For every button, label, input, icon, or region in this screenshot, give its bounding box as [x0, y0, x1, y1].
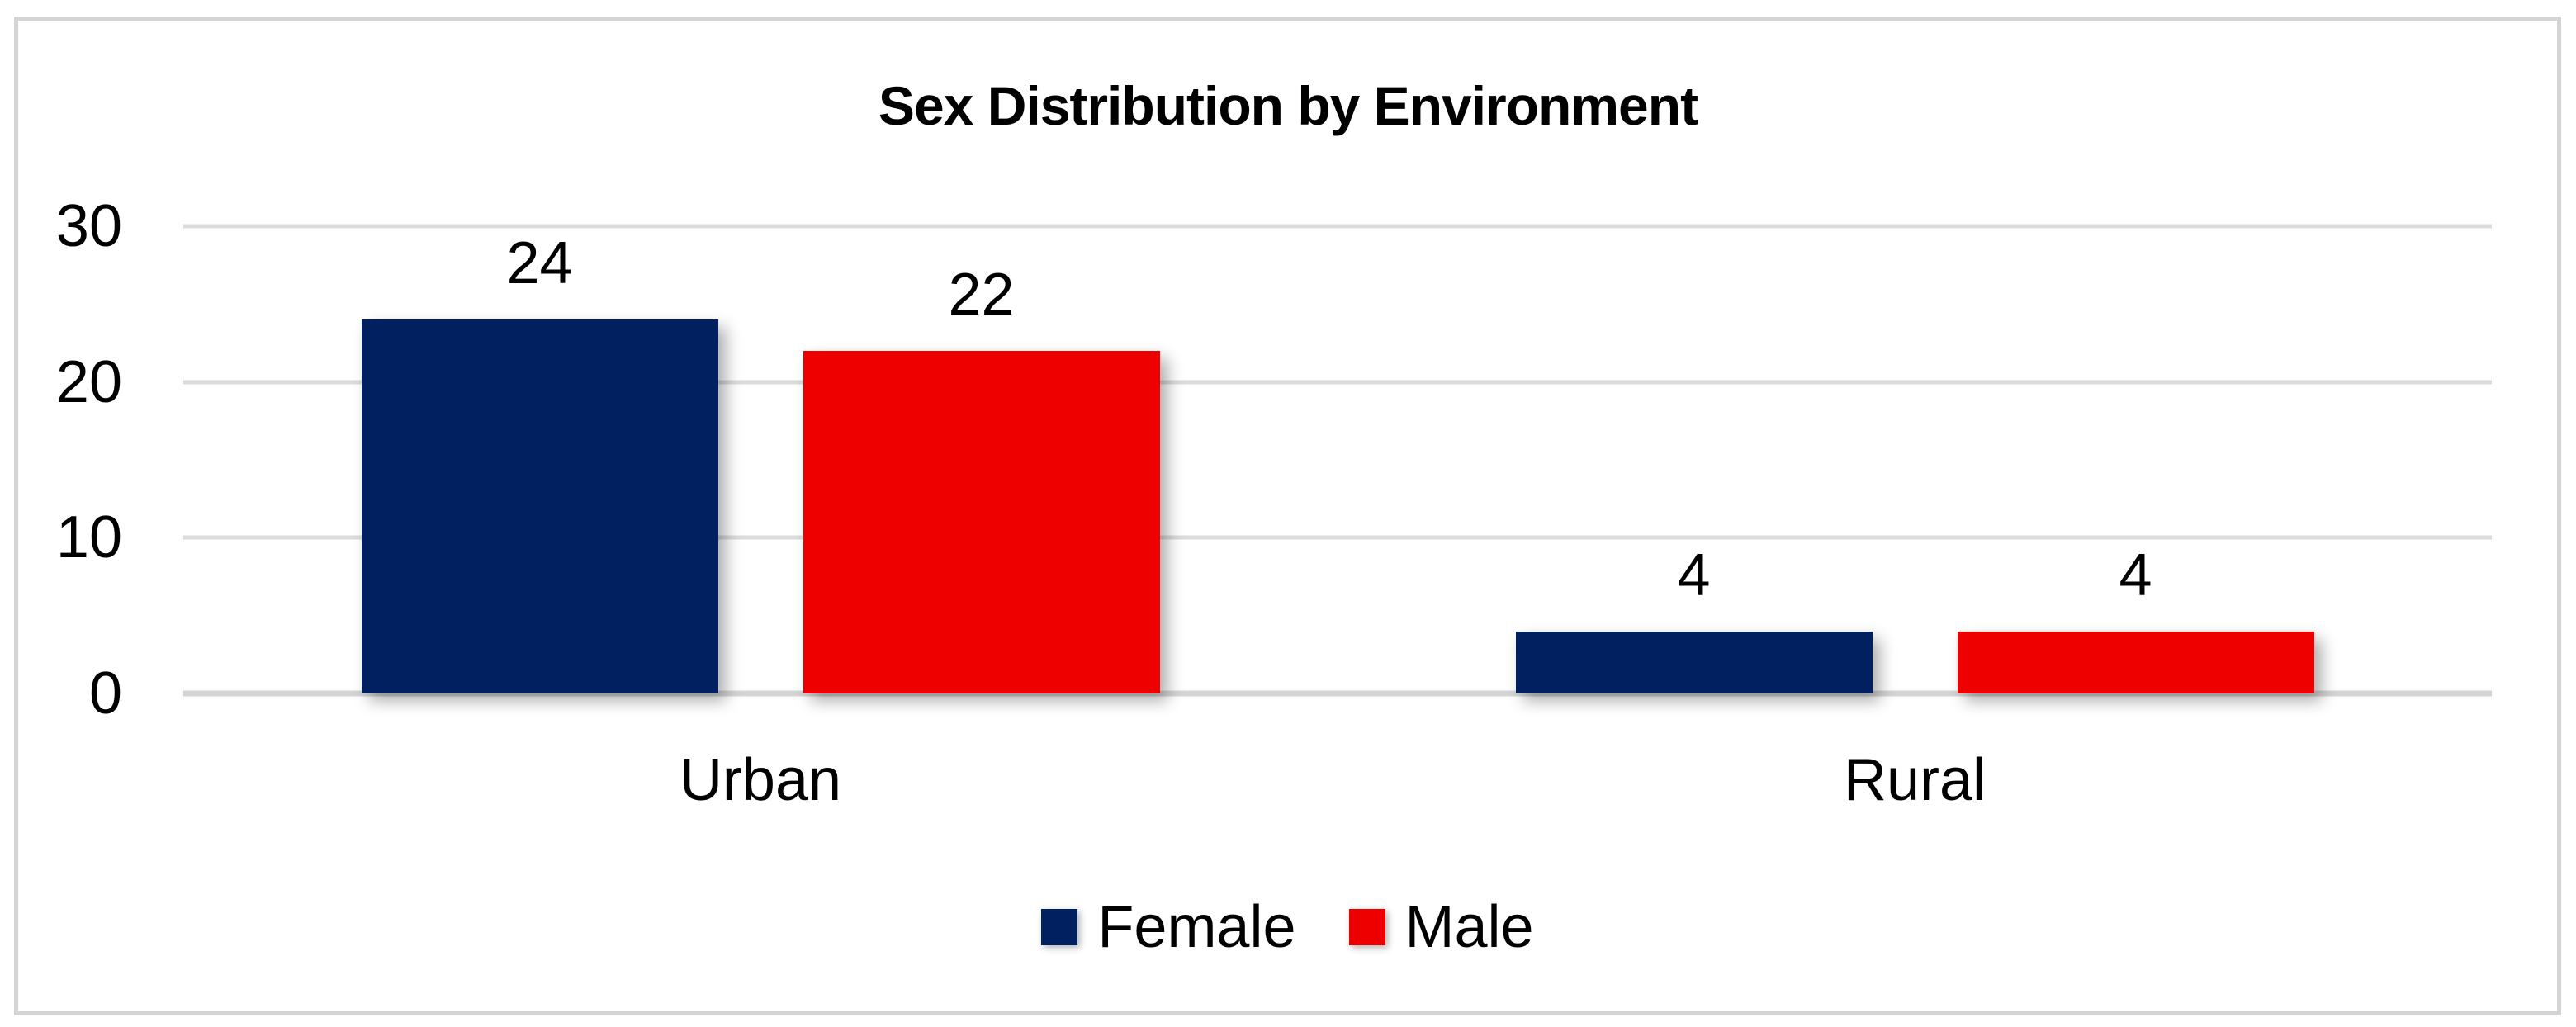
x-label-rural: Rural	[1843, 747, 1986, 813]
legend-item-male: Male	[1348, 892, 1534, 963]
gridline-30	[183, 224, 2492, 229]
gridline-0	[183, 690, 2492, 697]
x-label-urban: Urban	[679, 747, 842, 813]
legend-label-female: Female	[1097, 894, 1296, 960]
data-label-urban-female: 24	[506, 230, 573, 297]
data-label-rural-male: 4	[2119, 542, 2152, 608]
data-label-rural-female: 4	[1677, 542, 1711, 608]
chart-title: Sex Distribution by Environment	[878, 75, 1698, 136]
y-axis-labels: 0 10 20 30	[0, 0, 122, 1027]
legend-label-male: Male	[1404, 894, 1534, 960]
y-tick-label-0: 0	[88, 660, 122, 726]
legend-item-female: Female	[1041, 892, 1296, 963]
bar-rural-male	[1957, 631, 2314, 693]
legend-swatch-icon-male	[1348, 909, 1385, 945]
x-axis-labels: Urban Rural	[183, 745, 2492, 819]
gridline-10	[183, 535, 2492, 540]
gridline-20	[183, 380, 2492, 385]
legend: Female Male	[14, 890, 2561, 964]
plot-area: 24 22 4 4	[183, 224, 2492, 697]
y-tick-label-20: 20	[55, 348, 122, 415]
y-tick-label-10: 10	[55, 504, 122, 571]
bar-rural-female	[1515, 631, 1873, 693]
bar-urban-male	[803, 350, 1160, 693]
legend-swatch-icon-female	[1041, 909, 1078, 945]
data-label-urban-male: 22	[948, 261, 1015, 328]
bar-urban-female	[361, 319, 718, 693]
y-tick-label-30: 30	[55, 193, 122, 259]
